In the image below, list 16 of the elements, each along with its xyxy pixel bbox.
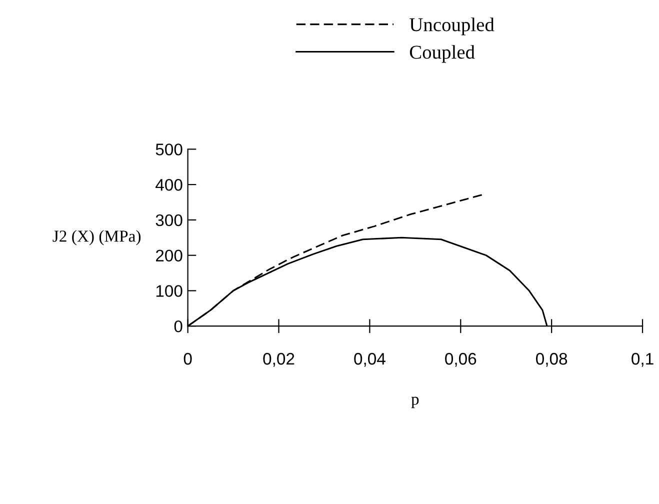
x-tick-label: 0,02 <box>263 352 294 367</box>
x-tick-label: 0 <box>184 352 192 365</box>
y-tick-label: 500 <box>156 144 182 156</box>
y-axis-title: J2 (X) (MPa) <box>52 230 141 246</box>
y-tick-label: 100 <box>156 285 182 297</box>
y-tick-label: 0 <box>174 320 182 332</box>
x-axis-title: p <box>411 396 419 408</box>
y-tick-label: 300 <box>156 214 182 226</box>
x-tick-label: 0,08 <box>536 352 568 367</box>
x-tick-label: 0,06 <box>445 352 476 367</box>
legend-label: Coupled <box>410 45 475 63</box>
y-tick-label: 400 <box>156 178 182 191</box>
x-tick-label: 0,1 <box>632 352 654 367</box>
x-tick-label: 0,04 <box>354 352 386 367</box>
y-tick-label: 200 <box>156 250 182 262</box>
legend-label: Uncoupled <box>410 18 494 36</box>
